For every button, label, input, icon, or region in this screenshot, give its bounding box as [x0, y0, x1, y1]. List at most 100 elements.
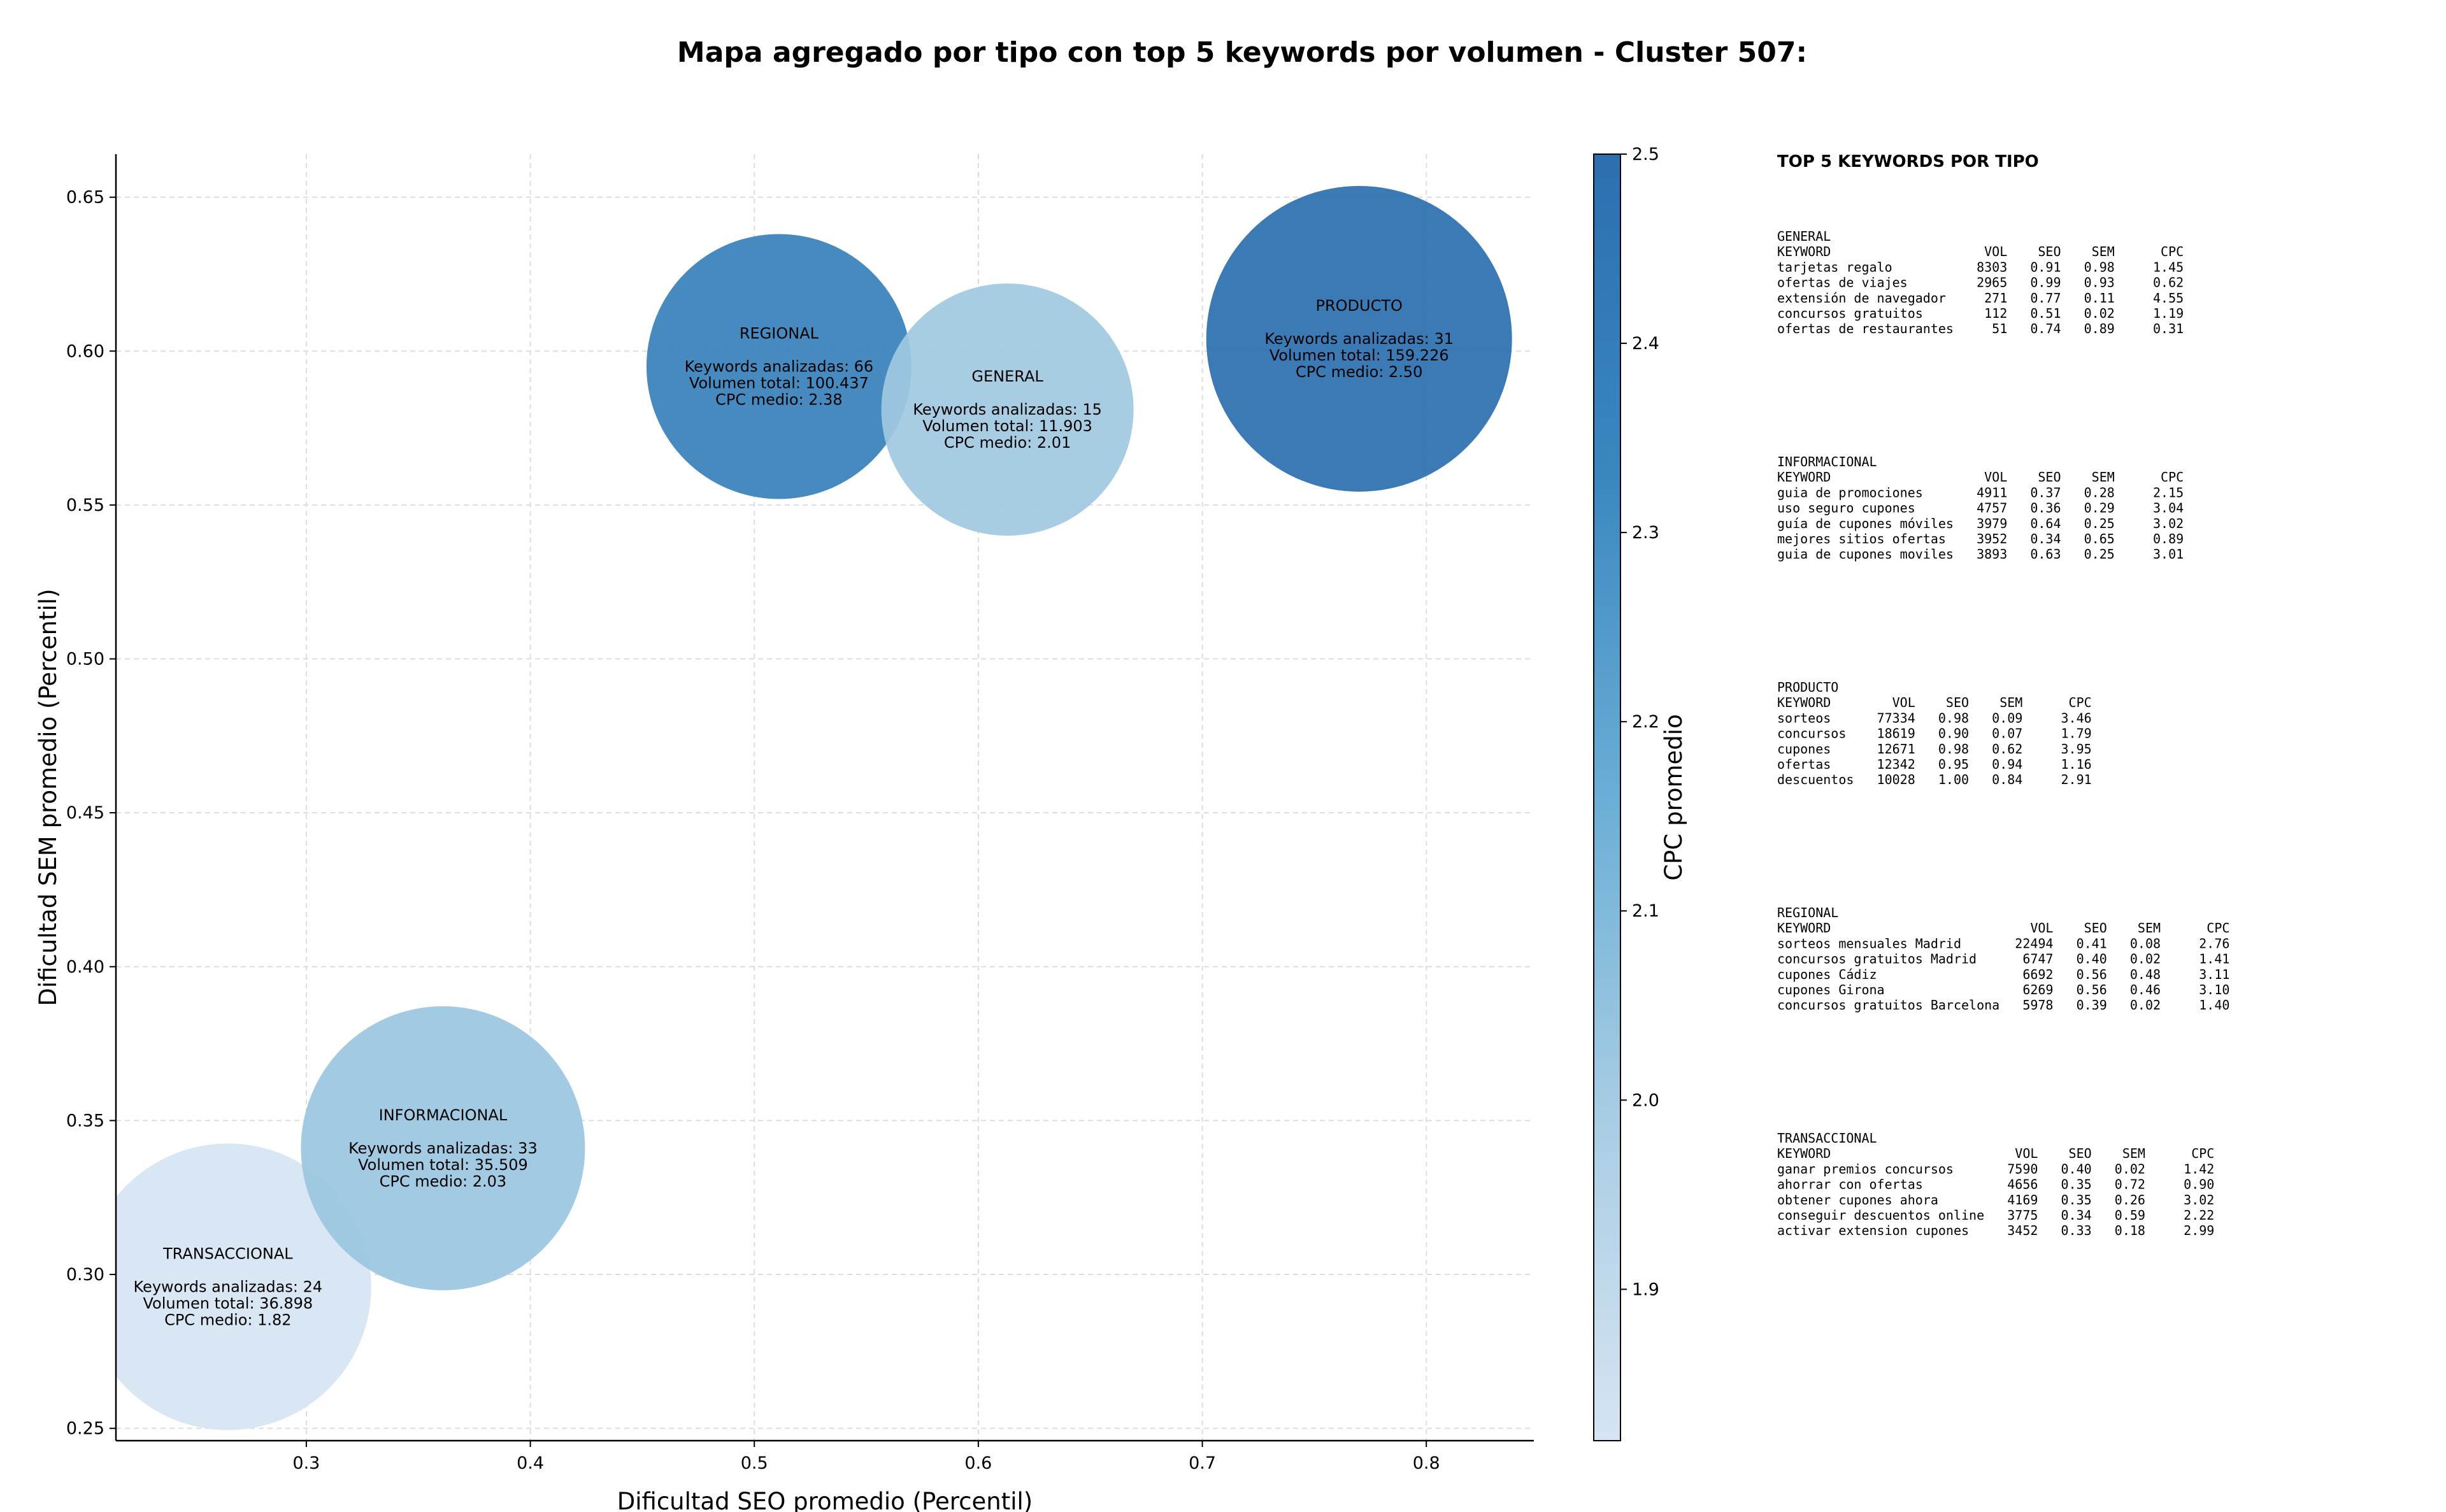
keyword-row: ofertas de viajes 2965 0.99 0.93 0.62	[1777, 275, 2184, 290]
colorbar-label: CPC promedio	[1660, 714, 1687, 880]
bubble-informacional	[301, 1006, 585, 1290]
colorbar-tick-label: 2.0	[1632, 1090, 1659, 1110]
bubble-layer	[116, 185, 1512, 1430]
keyword-row: guia de cupones moviles 3893 0.63 0.25 3…	[1777, 546, 2184, 562]
keyword-row: concursos gratuitos Madrid 6747 0.40 0.0…	[1777, 952, 2229, 967]
keyword-row: cupones Cádiz 6692 0.56 0.48 3.11	[1777, 967, 2229, 982]
bubble-title-informacional: INFORMACIONAL	[379, 1106, 508, 1124]
keyword-row: uso seguro cupones 4757 0.36 0.29 3.04	[1777, 501, 2184, 516]
y-tick-label: 0.40	[66, 957, 104, 977]
keyword-row: obtener cupones ahora 4169 0.35 0.26 3.0…	[1777, 1192, 2214, 1208]
keyword-table-header: KEYWORD VOL SEO SEM CPC	[1777, 244, 2184, 259]
keyword-row: concursos 18619 0.90 0.07 1.79	[1777, 726, 2092, 741]
keyword-table-header: KEYWORD VOL SEO SEM CPC	[1777, 920, 2229, 936]
keyword-row: ofertas de restaurantes 51 0.74 0.89 0.3…	[1777, 321, 2184, 336]
bubble-stat-informacional: Volumen total: 35.509	[358, 1156, 528, 1174]
bubble-stat-general: Keywords analizadas: 15	[913, 401, 1102, 418]
colorbar-tick-label: 1.9	[1632, 1280, 1659, 1299]
keyword-row: extensión de navegador 271 0.77 0.11 4.5…	[1777, 290, 2184, 306]
keyword-table-header: KEYWORD VOL SEO SEM CPC	[1777, 469, 2184, 485]
colorbar-tick-label: 2.2	[1632, 712, 1659, 732]
keyword-row: guia de promociones 4911 0.37 0.28 2.15	[1777, 485, 2184, 500]
y-tick-label: 0.50	[66, 650, 104, 669]
bubble-regional	[646, 234, 912, 499]
axis-ticks: 0.3 0.4 0.5 0.6 0.7 0.8 0.25 0.30 0.35 0.40 0.45 0.…	[66, 188, 1440, 1473]
chart-title: Mapa agregado por tipo con top 5 keyword…	[677, 36, 1807, 69]
y-tick-label: 0.25	[66, 1419, 104, 1439]
bubble-producto	[1206, 185, 1512, 492]
y-tick-label: 0.55	[66, 496, 104, 515]
keyword-table-header: KEYWORD VOL SEO SEM CPC	[1777, 1146, 2214, 1161]
keyword-row: ganar premios concursos 7590 0.40 0.02 1…	[1777, 1161, 2214, 1176]
bubble-title-producto: PRODUCTO	[1316, 297, 1403, 315]
bubble-stat-regional: Keywords analizadas: 66	[685, 357, 874, 375]
colorbar: 1.9 2.0 2.1 2.2 2.3 2.4 2.5	[1593, 145, 1659, 1441]
keyword-group-title: PRODUCTO	[1777, 680, 1838, 695]
bubble-title-regional: REGIONAL	[740, 324, 819, 342]
colorbar-tick-label: 2.3	[1632, 523, 1659, 543]
y-tick-label: 0.35	[66, 1111, 104, 1130]
bubble-stat-regional: CPC medio: 2.38	[715, 390, 843, 408]
keyword-row: sorteos 77334 0.98 0.09 3.46	[1777, 710, 2092, 725]
keyword-row: descuentos 10028 1.00 0.84 2.91	[1777, 772, 2092, 787]
x-tick-label: 0.3	[292, 1453, 320, 1473]
bubble-stat-general: CPC medio: 2.01	[944, 434, 1071, 452]
x-tick-label: 0.4	[517, 1453, 544, 1473]
y-tick-label: 0.60	[66, 341, 104, 361]
x-tick-label: 0.5	[741, 1453, 768, 1473]
x-tick-label: 0.6	[964, 1453, 992, 1473]
keyword-table-header: KEYWORD VOL SEO SEM CPC	[1777, 695, 2092, 710]
keyword-row: activar extension cupones 3452 0.33 0.18…	[1777, 1223, 2214, 1238]
x-axis-label: Dificultad SEO promedio (Percentil)	[617, 1488, 1033, 1512]
bubble-stat-producto: Keywords analizadas: 31	[1264, 330, 1454, 348]
keyword-group-title: INFORMACIONAL	[1777, 454, 1877, 469]
bubble-stat-transaccional: Keywords analizadas: 24	[134, 1278, 323, 1295]
keyword-group-title: REGIONAL	[1777, 905, 1838, 920]
bubble-stat-informacional: CPC medio: 2.03	[380, 1173, 507, 1190]
keyword-group-title: GENERAL	[1777, 229, 1831, 244]
keyword-row: ahorrar con ofertas 4656 0.35 0.72 0.90	[1777, 1177, 2214, 1192]
bubble-transaccional	[116, 1143, 371, 1430]
keyword-row: cupones Girona 6269 0.56 0.46 3.10	[1777, 982, 2229, 997]
y-tick-label: 0.65	[66, 188, 104, 208]
bubble-stat-regional: Volumen total: 100.437	[689, 374, 869, 392]
bubble-stat-producto: CPC medio: 2.50	[1296, 363, 1423, 381]
y-tick-label: 0.45	[66, 803, 104, 823]
colorbar-tick-label: 2.4	[1632, 334, 1659, 353]
keyword-row: concursos gratuitos Barcelona 5978 0.39 …	[1777, 997, 2229, 1013]
x-tick-label: 0.8	[1413, 1453, 1440, 1473]
x-tick-label: 0.7	[1189, 1453, 1216, 1473]
keyword-row: cupones 12671 0.98 0.62 3.95	[1777, 741, 2092, 757]
bubble-general	[881, 283, 1134, 536]
bubble-stat-transaccional: CPC medio: 1.82	[164, 1311, 292, 1329]
bubble-title-transaccional: TRANSACCIONAL	[162, 1245, 293, 1262]
keyword-row: tarjetas regalo 8303 0.91 0.98 1.45	[1777, 259, 2184, 275]
keyword-row: concursos gratuitos 112 0.51 0.02 1.19	[1777, 306, 2184, 321]
colorbar-tick-label: 2.1	[1632, 901, 1659, 921]
bubble-stat-informacional: Keywords analizadas: 33	[348, 1139, 538, 1157]
bubble-stat-transaccional: Volumen total: 36.898	[143, 1294, 313, 1312]
bubble-stat-producto: Volumen total: 159.226	[1269, 346, 1449, 364]
bubble-stat-general: Volumen total: 11.903	[922, 417, 1092, 435]
keyword-row: conseguir descuentos online 3775 0.34 0.…	[1777, 1208, 2214, 1223]
axes	[115, 154, 1534, 1442]
colorbar-tick-label: 2.5	[1632, 145, 1659, 164]
keyword-group-title: TRANSACCIONAL	[1777, 1130, 1877, 1146]
colorbar-gradient	[1593, 153, 1621, 1441]
bubble-title-general: GENERAL	[971, 367, 1043, 385]
y-axis-label: Dificultad SEM promedio (Percentil)	[34, 588, 62, 1006]
keyword-row: mejores sitios ofertas 3952 0.34 0.65 0.…	[1777, 531, 2184, 546]
keywords-panel-title: TOP 5 KEYWORDS POR TIPO	[1777, 152, 2039, 171]
keyword-row: ofertas 12342 0.95 0.94 1.16	[1777, 757, 2092, 772]
keyword-row: sorteos mensuales Madrid 22494 0.41 0.08…	[1777, 936, 2229, 951]
y-tick-label: 0.30	[66, 1265, 104, 1285]
keyword-row: guía de cupones móviles 3979 0.64 0.25 3…	[1777, 516, 2184, 531]
